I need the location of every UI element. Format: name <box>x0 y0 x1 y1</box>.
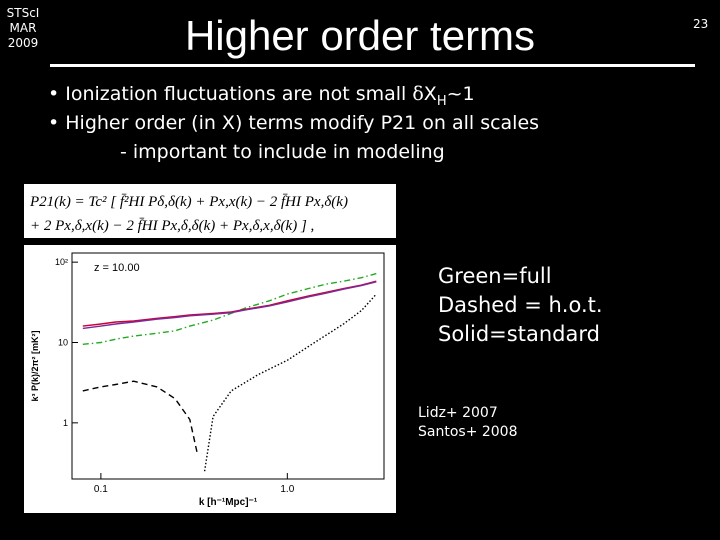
equation-line-1: P21(k) = Tc² [ f̄²HI Pδ,δ(k) + Px,x(k) −… <box>29 194 348 210</box>
line-legend: Green=full Dashed = h.o.t. Solid=standar… <box>438 262 603 349</box>
equation-svg: P21(k) = Tc² [ f̄²HI Pδ,δ(k) + Px,x(k) −… <box>29 194 348 234</box>
equation-image: P21(k) = Tc² [ f̄²HI Pδ,δ(k) + Px,x(k) −… <box>24 184 396 238</box>
delta-symbol: δ <box>412 83 424 105</box>
x-axis-label: k [h⁻¹Mpc]⁻¹ <box>199 497 258 508</box>
x-tick-label: 1.0 <box>280 484 294 495</box>
equation-line-2: + 2 Px,δ,x(k) − 2 f̄HI Px,δ,δ(k) + Px,δ,… <box>30 218 314 234</box>
redshift-annotation: z = 10.00 <box>94 262 140 274</box>
axis-ticks: 0.1 1.0 1 10 10² <box>55 257 295 495</box>
x-tick-label: 0.1 <box>94 484 108 495</box>
y-tick-label: 1 <box>63 418 68 428</box>
y-tick-label: 10 <box>58 337 68 347</box>
subscript-h: H <box>436 93 447 109</box>
org-line: MAR <box>9 21 37 35</box>
y-tick-label: 10² <box>55 257 68 267</box>
x-symbol: X <box>423 83 437 105</box>
chart-svg: 0.1 1.0 1 10 10² z = 10.00 k [h⁻¹Mpc]⁻¹ k³ P… <box>30 252 385 508</box>
series-line-hot <box>203 293 377 472</box>
title-divider <box>50 64 695 67</box>
series-line-standard <box>82 280 377 327</box>
series-line-standard_purple <box>82 281 377 330</box>
stsci-label: STScI MAR 2009 <box>6 6 40 51</box>
legend-solid: Solid=standard <box>438 322 600 346</box>
bullet-text: • Ionization fluctuations are not small <box>48 83 413 105</box>
series-line-hot <box>82 380 199 455</box>
org-line: STScI <box>6 6 40 20</box>
legend-dashed: Dashed = h.o.t. <box>438 293 603 317</box>
y-axis-label: k³ P(k)/2π² [mK²] <box>30 331 40 402</box>
page-number: 23 <box>693 17 709 31</box>
citation-lidz: Lidz+ 2007 <box>418 405 498 421</box>
org-line: 2009 <box>7 36 39 50</box>
bullet-suffix: ~1 <box>446 83 475 105</box>
citation-santos: Santos+ 2008 <box>418 424 518 440</box>
legend-green: Green=full <box>438 264 552 288</box>
series-lines <box>82 272 377 472</box>
plot-frame <box>71 252 385 480</box>
series-line-full <box>82 272 377 345</box>
bullet-higher-order: • Higher order (in X) terms modify P21 o… <box>48 112 540 134</box>
slide-title: Higher order terms <box>184 12 536 59</box>
bullet-ionization: • Ionization fluctuations are not small … <box>48 80 475 116</box>
power-spectrum-plot: 0.1 1.0 1 10 10² z = 10.00 k [h⁻¹Mpc]⁻¹ k³ P… <box>24 245 396 513</box>
bullet-sub-important: - important to include in modeling <box>120 141 445 163</box>
citations: Lidz+ 2007 Santos+ 2008 <box>418 404 518 442</box>
